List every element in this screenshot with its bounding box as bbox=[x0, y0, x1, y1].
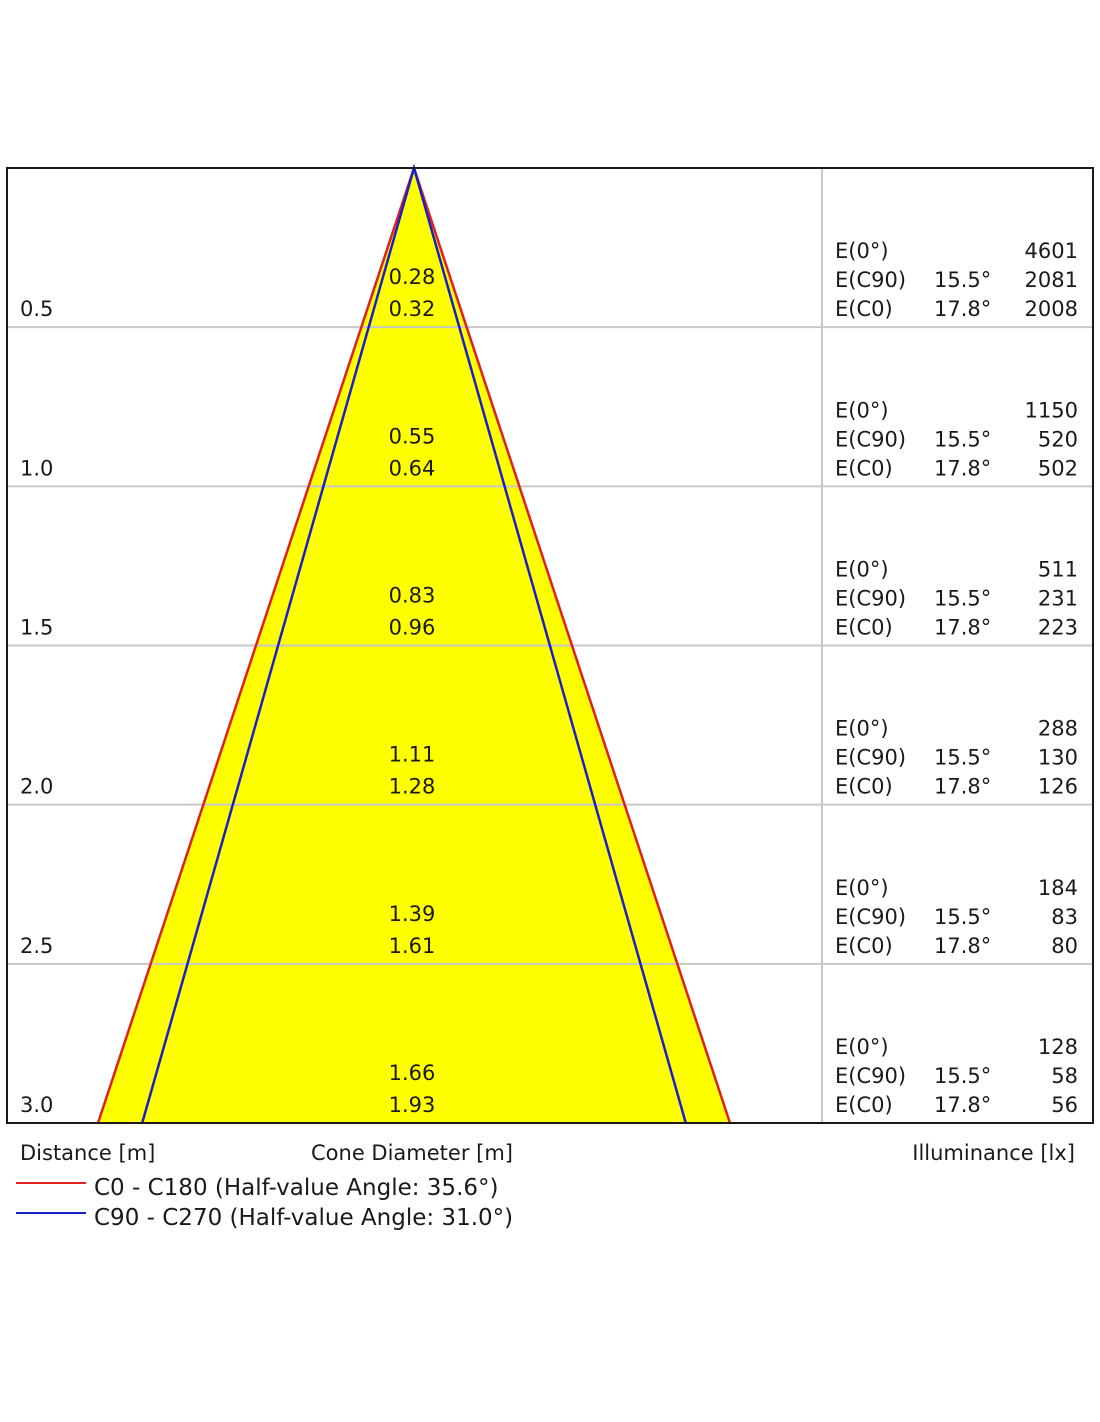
illuminance-ec0-label: E(C0) bbox=[835, 456, 893, 480]
illuminance-ec90-label: E(C90) bbox=[835, 905, 906, 929]
illuminance-ec0-value: 223 bbox=[1038, 616, 1078, 640]
cone-diameter-c0-label: 1.93 bbox=[389, 1093, 436, 1117]
illuminance-ec90-value: 520 bbox=[1038, 427, 1078, 451]
illuminance-ec90-angle: 15.5° bbox=[934, 905, 991, 929]
illuminance-ec90-angle: 15.5° bbox=[934, 1064, 991, 1088]
illuminance-e0-label: E(0°) bbox=[835, 717, 889, 741]
distance-tick-label: 1.5 bbox=[20, 616, 53, 640]
illuminance-ec90-value: 83 bbox=[1051, 905, 1078, 929]
illuminance-ec0-angle: 17.8° bbox=[934, 1093, 991, 1117]
distance-tick-label: 2.5 bbox=[20, 934, 53, 958]
illuminance-ec0-value: 502 bbox=[1038, 456, 1078, 480]
illuminance-ec0-label: E(C0) bbox=[835, 775, 893, 799]
illuminance-e0-label: E(0°) bbox=[835, 1035, 889, 1059]
illuminance-ec0-angle: 17.8° bbox=[934, 297, 991, 321]
illuminance-ec90-label: E(C90) bbox=[835, 427, 906, 451]
illuminance-e0-label: E(0°) bbox=[835, 558, 889, 582]
illuminance-ec0-label: E(C0) bbox=[835, 297, 893, 321]
distance-tick-label: 0.5 bbox=[20, 297, 53, 321]
illuminance-ec0-angle: 17.8° bbox=[934, 775, 991, 799]
legend-label-c90-c270: C90 - C270 (Half-value Angle: 31.0°) bbox=[94, 1205, 513, 1231]
cone-diameter-c90-label: 1.11 bbox=[389, 743, 436, 767]
illuminance-ec90-value: 130 bbox=[1038, 746, 1078, 770]
illuminance-ec90-angle: 15.5° bbox=[934, 587, 991, 611]
legend-label-c0-c180: C0 - C180 (Half-value Angle: 35.6°) bbox=[94, 1175, 499, 1201]
distance-tick-label: 3.0 bbox=[20, 1093, 53, 1117]
illuminance-ec90-label: E(C90) bbox=[835, 587, 906, 611]
distance-tick-label: 2.0 bbox=[20, 775, 53, 799]
illuminance-ec90-label: E(C90) bbox=[835, 1064, 906, 1088]
illuminance-ec0-value: 56 bbox=[1051, 1093, 1078, 1117]
illuminance-e0-value: 511 bbox=[1038, 558, 1078, 582]
illuminance-e0-value: 184 bbox=[1038, 876, 1078, 900]
illuminance-ec0-label: E(C0) bbox=[835, 934, 893, 958]
cone-diameter-c90-label: 0.83 bbox=[389, 584, 436, 608]
illuminance-e0-value: 128 bbox=[1038, 1035, 1078, 1059]
illuminance-ec90-value: 231 bbox=[1038, 587, 1078, 611]
illuminance-ec0-angle: 17.8° bbox=[934, 934, 991, 958]
cone-diameter-c0-label: 0.64 bbox=[389, 456, 436, 480]
illuminance-ec90-value: 58 bbox=[1051, 1064, 1078, 1088]
illuminance-ec90-angle: 15.5° bbox=[934, 746, 991, 770]
plot-frame bbox=[6, 167, 1094, 1124]
illuminance-e0-label: E(0°) bbox=[835, 876, 889, 900]
illuminance-ec0-label: E(C0) bbox=[835, 1093, 893, 1117]
illuminance-ec90-angle: 15.5° bbox=[934, 268, 991, 292]
legend: C0 - C180 (Half-value Angle: 35.6°) C90 … bbox=[16, 1175, 513, 1231]
illuminance-e0-label: E(0°) bbox=[835, 398, 889, 422]
illuminance-ec0-angle: 17.8° bbox=[934, 456, 991, 480]
illuminance-e0-value: 4601 bbox=[1025, 239, 1078, 263]
cone-diameter-c90-label: 1.39 bbox=[389, 902, 436, 926]
illuminance-ec0-value: 2008 bbox=[1025, 297, 1078, 321]
cone-diameter-c90-label: 1.66 bbox=[389, 1061, 436, 1085]
cone-diameter-c0-label: 0.32 bbox=[389, 297, 436, 321]
illuminance-e0-value: 288 bbox=[1038, 717, 1078, 741]
illuminance-ec90-angle: 15.5° bbox=[934, 427, 991, 451]
cone-diameter-c90-label: 0.28 bbox=[389, 265, 436, 289]
illuminance-e0-label: E(0°) bbox=[835, 239, 889, 263]
cone-diameter-c90-label: 0.55 bbox=[389, 424, 436, 448]
illuminance-ec90-label: E(C90) bbox=[835, 746, 906, 770]
illuminance-ec0-value: 126 bbox=[1038, 775, 1078, 799]
distance-tick-label: 1.0 bbox=[20, 456, 53, 480]
illuminance-ec90-label: E(C90) bbox=[835, 268, 906, 292]
cone-diameter-label: Cone Diameter [m] bbox=[311, 1141, 513, 1165]
illuminance-e0-value: 1150 bbox=[1025, 398, 1078, 422]
cone-diameter-c0-label: 0.96 bbox=[389, 616, 436, 640]
cone-diameter-c0-label: 1.28 bbox=[389, 775, 436, 799]
illuminance-label: Illuminance [lx] bbox=[912, 1141, 1075, 1165]
illuminance-ec0-angle: 17.8° bbox=[934, 616, 991, 640]
illuminance-ec90-value: 2081 bbox=[1025, 268, 1078, 292]
x-axis-label: Distance [m] bbox=[20, 1141, 155, 1165]
illuminance-ec0-value: 80 bbox=[1051, 934, 1078, 958]
cone-diameter-c0-label: 1.61 bbox=[389, 934, 436, 958]
illuminance-ec0-label: E(C0) bbox=[835, 616, 893, 640]
